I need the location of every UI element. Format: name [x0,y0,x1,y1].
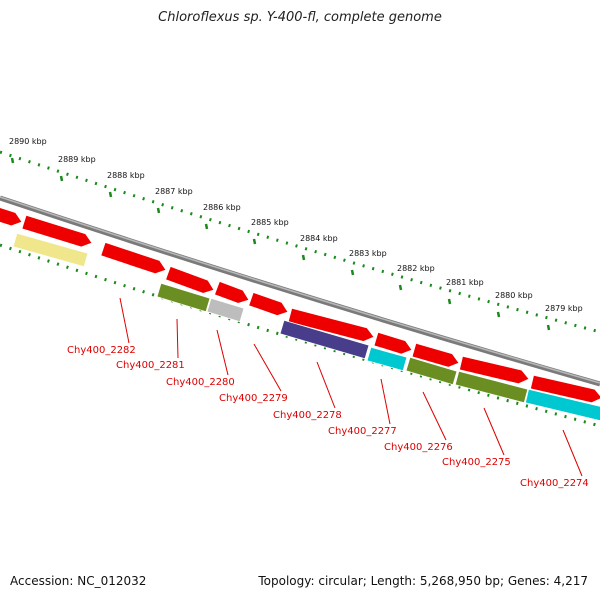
scale-tick [252,238,257,245]
gene-label: Chy400_2276 [384,442,453,453]
scale-tick [350,269,355,276]
gene-label: Chy400_2274 [520,478,589,489]
gene-bar-cyan [366,346,408,372]
gene-arrow [373,331,413,355]
gene-arrow [100,241,167,275]
gene-bar-cyan [524,388,600,422]
gene-label: Chy400_2280 [166,377,235,388]
gene-label-leader [216,329,229,376]
gene-arrow [165,265,215,294]
scale-label: 2887 kbp [155,187,193,196]
gene-label-leader [253,343,282,392]
gene-label-leader [119,297,130,344]
scale-tick [10,157,15,164]
scale-tick [447,298,452,305]
gene-label: Chy400_2277 [328,426,397,437]
genome-backbone [0,195,600,387]
gene-arrow [248,291,289,317]
scale-label: 2885 kbp [251,218,289,227]
gene-arrow [458,355,530,385]
gene-label-leader [380,378,391,425]
gene-bar-olive [454,370,529,404]
scale-label: 2884 kbp [300,234,338,243]
genome-summary-text: Topology: circular; Length: 5,268,950 bp… [258,574,588,588]
scale-label: 2889 kbp [58,155,96,164]
gene-arrow [213,280,250,304]
scale-label: 2883 kbp [349,249,387,258]
scale-label: 2880 kbp [495,291,533,300]
gene-label: Chy400_2278 [273,410,342,421]
genome-backbone-highlight [0,196,600,384]
scale-label: 2882 kbp [397,264,435,273]
gene-arrow [0,207,23,227]
gene-bar-purple [279,319,370,360]
gene-label: Chy400_2275 [442,457,511,468]
gene-arrow [529,374,600,404]
scale-label: 2888 kbp [107,171,145,180]
scale-label: 2879 kbp [545,304,583,313]
scale-label: 2886 kbp [203,203,241,212]
gene-label-leader [422,391,447,441]
scale-label: 2890 kbp [9,137,47,146]
scale-tick [546,324,551,331]
scale-label: 2881 kbp [446,278,484,287]
scale-tick [496,311,501,318]
scale-tick [398,284,403,291]
gene-bar-gray [206,297,245,323]
scale-tick [156,207,161,214]
gene-label-leader [176,318,179,359]
scale-tick [204,223,209,230]
gene-arrow [287,307,375,342]
scale-tick [59,175,64,182]
gene-label: Chy400_2279 [219,393,288,404]
gene-label: Chy400_2281 [116,360,185,371]
scale-tick [301,254,306,261]
gene-bar-olive [156,282,211,313]
gene-label-leader [316,361,336,409]
gene-label: Chy400_2282 [67,345,136,356]
gene-arrow [411,342,460,368]
gene-bar-olive [405,356,458,386]
scale-tick [108,191,113,198]
accession-text: Accession: NC_012032 [10,574,147,588]
gene-label-leader [562,429,583,477]
gene-arrow [21,214,93,248]
page-title: Chloroflexus sp. Y-400-fl, complete geno… [158,10,442,25]
gene-label-leader [483,407,505,456]
gene-bar-yellow [12,232,89,268]
